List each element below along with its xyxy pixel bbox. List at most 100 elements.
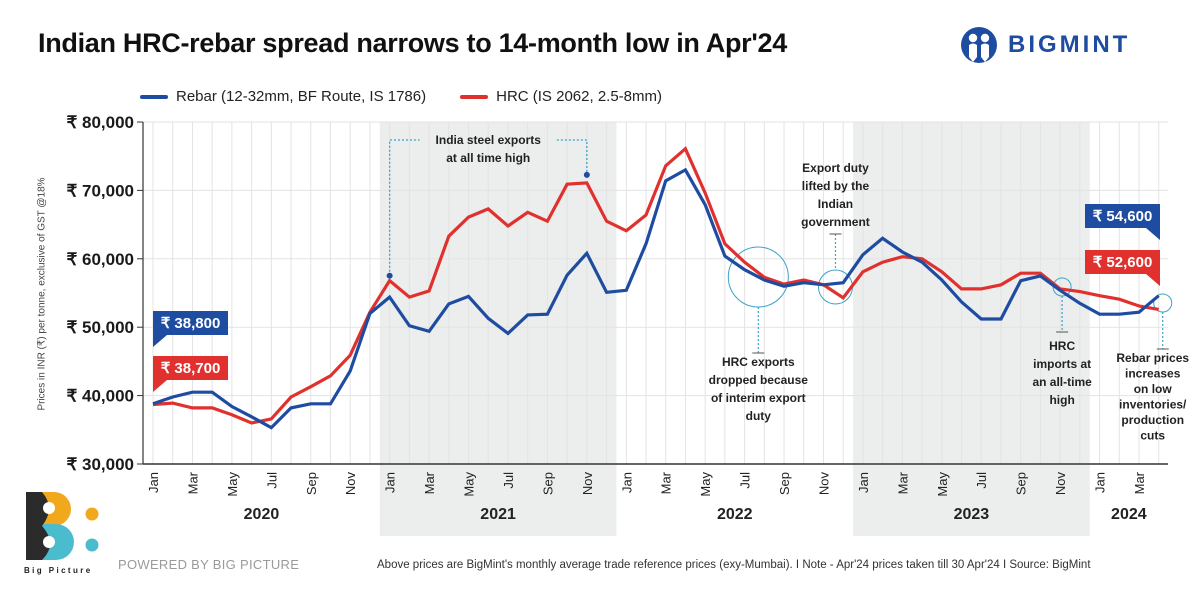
annotation-leader <box>388 139 420 276</box>
annotation-text: Indian <box>818 197 853 211</box>
x-tick-label: Jul <box>974 472 989 489</box>
x-tick-label: Jan <box>1093 472 1108 493</box>
callout-label: ₹ 54,600 <box>1093 208 1153 225</box>
callout-box <box>1085 250 1160 274</box>
value-callout-hrc-start: ₹ 38,700 <box>153 356 228 392</box>
annotation-text: of interim export <box>711 391 806 405</box>
series-line-rebar <box>152 167 1160 430</box>
annotation-text: increases <box>1125 367 1181 381</box>
annotation-text: HRC exports <box>722 355 795 369</box>
bigmint-emblem-icon <box>961 27 997 63</box>
callout-tail <box>153 380 167 392</box>
bigmint-logo: BIGMINT <box>960 26 1130 64</box>
series-line-hrc <box>152 146 1159 425</box>
legend-swatch-hrc <box>460 94 489 99</box>
source-note: Above prices are BigMint's monthly avera… <box>377 559 1091 571</box>
annotation-text: an all-time <box>1032 375 1092 389</box>
y-tick-label: ₹ 80,000 <box>66 113 134 132</box>
powered-by: POWERED BY BIG PICTURE <box>118 557 300 572</box>
annotation-text: imports at <box>1033 357 1091 371</box>
x-tick-label: Jul <box>738 472 753 489</box>
big-picture-emblem-icon <box>26 492 99 560</box>
y-tick-label: ₹ 40,000 <box>66 387 134 406</box>
annotation-text: HRC <box>1049 339 1075 353</box>
legend-label-rebar: Rebar (12-32mm, BF Route, IS 1786) <box>176 88 427 105</box>
x-tick-label: Nov <box>580 472 595 496</box>
legend: Rebar (12-32mm, BF Route, IS 1786) HRC (… <box>140 88 662 105</box>
annotation-text: at all time high <box>446 151 530 165</box>
x-tick-label: Jan <box>383 472 398 493</box>
annotations: India steel exports at all time high HRC e… <box>386 133 1189 443</box>
x-tick-label: May <box>462 472 477 497</box>
x-tick-label: Mar <box>895 471 910 494</box>
y-tick-label: ₹ 50,000 <box>66 318 134 337</box>
value-callout-hrc-end: ₹ 52,600 <box>1085 250 1160 286</box>
brand-name: BIGMINT <box>1008 31 1131 58</box>
x-tick-label: Sep <box>304 472 319 495</box>
callout-box <box>153 311 228 335</box>
x-tick-label: Mar <box>185 471 200 494</box>
year-shading <box>379 122 1090 536</box>
annotation-text: India steel exports <box>436 133 542 147</box>
annotation-text: inventories/ <box>1119 398 1187 412</box>
x-tick-label: Nov <box>1053 472 1068 496</box>
year-label: 2021 <box>480 506 516 523</box>
y-tick-label: ₹ 30,000 <box>66 455 134 474</box>
callout-box <box>1085 204 1160 228</box>
annotation-text: Rebar prices <box>1116 351 1189 365</box>
x-tick-label: Mar <box>422 471 437 494</box>
annotation-text: duty <box>746 409 772 423</box>
x-tick-label: Nov <box>343 472 358 496</box>
x-tick-label: Sep <box>540 472 555 495</box>
legend-item-hrc: HRC (IS 2062, 2.5-8mm) <box>460 88 662 105</box>
big-picture-label: Big Picture <box>24 566 93 575</box>
value-callout-rebar-end: ₹ 54,600 <box>1085 204 1160 240</box>
legend-item-rebar: Rebar (12-32mm, BF Route, IS 1786) <box>140 88 426 105</box>
x-tick-label: Jan <box>146 472 161 493</box>
legend-swatch-rebar <box>140 94 168 99</box>
legend-label-hrc: HRC (IS 2062, 2.5-8mm) <box>496 88 662 105</box>
x-tick-label: May <box>225 472 240 497</box>
year-label: 2020 <box>244 506 280 523</box>
callout-tail <box>1146 228 1160 240</box>
x-tick-label: Sep <box>1014 472 1029 495</box>
annotation-text: production <box>1121 413 1184 427</box>
annotation-text: Export duty <box>802 161 869 175</box>
x-tick-label: Jan <box>856 472 871 493</box>
year-label: 2022 <box>717 506 753 523</box>
annotation-text: high <box>1049 393 1074 407</box>
year-shade-2023 <box>853 122 1090 536</box>
callout-label: ₹ 38,800 <box>161 315 221 332</box>
x-tick-label: Jan <box>619 472 634 493</box>
annotation-text: on low <box>1134 382 1173 396</box>
big-picture-logo <box>22 490 102 567</box>
callout-tail <box>1146 274 1160 286</box>
x-tick-label: Sep <box>777 472 792 495</box>
callout-tail <box>153 335 167 347</box>
x-tick-label: Jul <box>501 472 516 489</box>
x-tick-label: Jul <box>264 472 279 489</box>
year-label: 2023 <box>954 506 990 523</box>
x-tick-label: May <box>935 472 950 497</box>
series <box>152 146 1160 430</box>
value-callout-rebar-start: ₹ 38,800 <box>153 311 228 347</box>
y-tick-label: ₹ 70,000 <box>66 181 134 200</box>
annotation-leader <box>556 139 588 175</box>
callout-label: ₹ 52,600 <box>1093 254 1153 271</box>
x-tick-label: Nov <box>816 472 831 496</box>
callout-label: ₹ 38,700 <box>161 360 221 377</box>
annotation-text: lifted by the <box>802 179 870 193</box>
x-tick-label: Mar <box>1132 471 1147 494</box>
annotation-text: cuts <box>1140 429 1165 443</box>
x-tick-label: May <box>698 472 713 497</box>
x-tick-label: Mar <box>659 471 674 494</box>
annotation-text: dropped because <box>709 373 809 387</box>
axes: 2020 2021 2022 2023 2024 ₹ 30,000 ₹ 40,000 ₹ 50… <box>66 113 1168 523</box>
annotation-dot <box>583 171 590 178</box>
chart-title: Indian HRC-rebar spread narrows to 14-mo… <box>38 28 787 58</box>
y-tick-label: ₹ 60,000 <box>66 250 134 269</box>
annotation-text: government <box>801 215 870 229</box>
year-label: 2024 <box>1111 506 1147 523</box>
callout-box <box>153 356 228 380</box>
value-callouts: ₹ 38,800 ₹ 38,700 ₹ 54,600 ₹ 52,600 <box>153 204 1160 392</box>
